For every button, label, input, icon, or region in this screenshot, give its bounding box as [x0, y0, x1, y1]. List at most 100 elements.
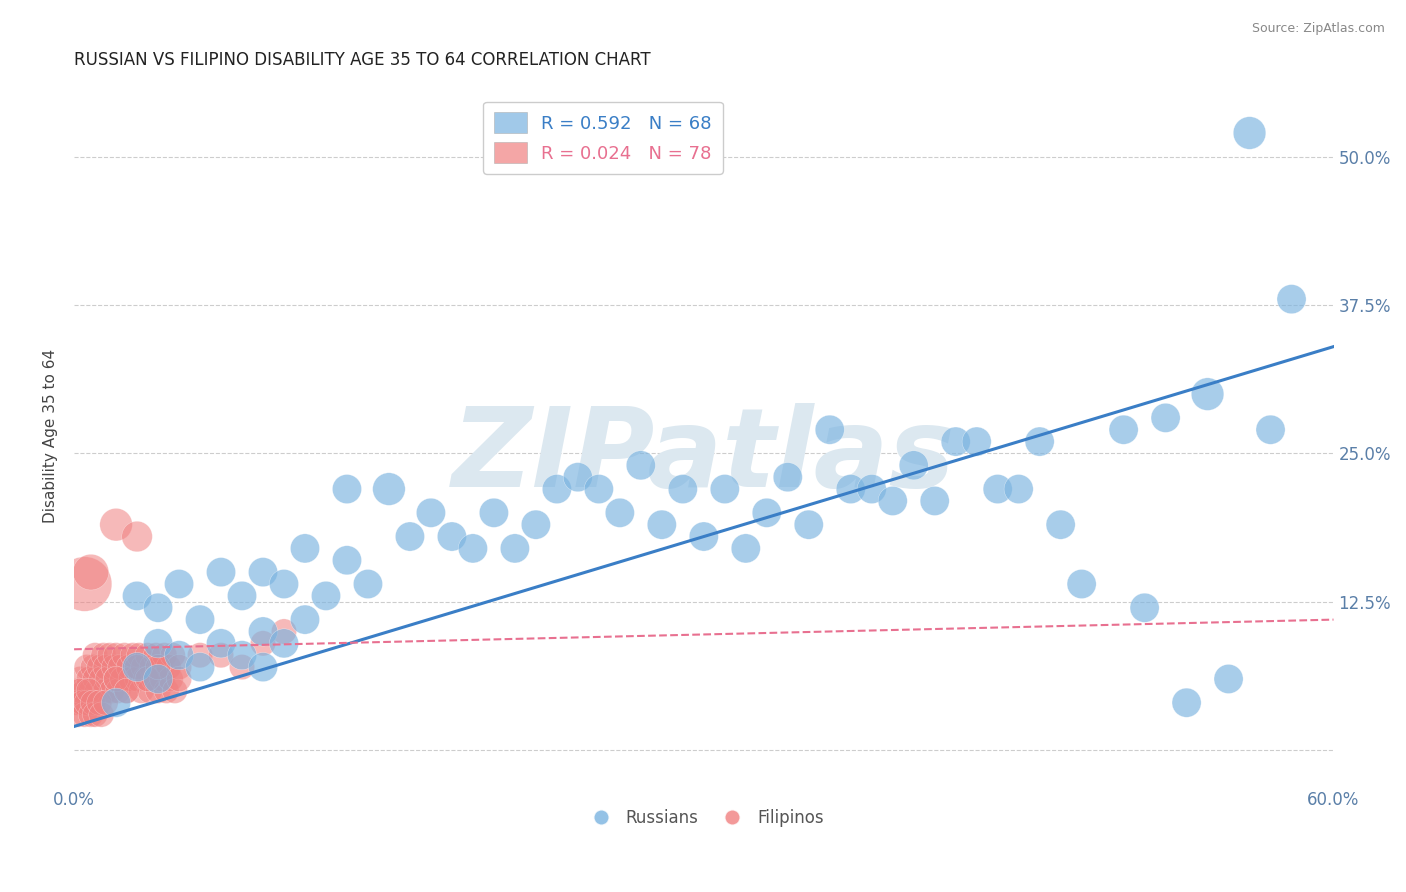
Point	[209, 636, 232, 650]
Point	[146, 636, 169, 650]
Point	[101, 683, 124, 698]
Point	[89, 696, 111, 710]
Point	[1028, 434, 1050, 449]
Point	[150, 672, 173, 686]
Point	[65, 696, 87, 710]
Point	[378, 482, 401, 496]
Point	[132, 660, 155, 674]
Point	[693, 529, 716, 543]
Point	[105, 517, 128, 532]
Point	[77, 672, 100, 686]
Point	[72, 696, 94, 710]
Point	[103, 660, 125, 674]
Point	[294, 541, 316, 556]
Y-axis label: Disability Age 35 to 64: Disability Age 35 to 64	[44, 349, 58, 523]
Point	[142, 672, 165, 686]
Point	[84, 707, 107, 722]
Point	[399, 529, 422, 543]
Point	[714, 482, 737, 496]
Point	[93, 648, 115, 663]
Point	[146, 672, 169, 686]
Point	[546, 482, 568, 496]
Point	[107, 683, 129, 698]
Point	[157, 660, 180, 674]
Point	[125, 529, 148, 543]
Point	[630, 458, 652, 473]
Point	[273, 636, 295, 650]
Point	[1154, 410, 1177, 425]
Point	[67, 683, 90, 698]
Point	[797, 517, 820, 532]
Point	[80, 683, 103, 698]
Point	[153, 648, 176, 663]
Point	[111, 672, 134, 686]
Point	[357, 577, 380, 591]
Point	[146, 600, 169, 615]
Point	[882, 494, 904, 508]
Point	[94, 660, 117, 674]
Point	[440, 529, 463, 543]
Point	[209, 565, 232, 579]
Point	[503, 541, 526, 556]
Point	[115, 683, 138, 698]
Point	[419, 506, 441, 520]
Point	[1218, 672, 1240, 686]
Point	[146, 660, 169, 674]
Point	[609, 506, 631, 520]
Point	[651, 517, 673, 532]
Point	[125, 672, 148, 686]
Point	[924, 494, 946, 508]
Point	[755, 506, 778, 520]
Point	[94, 696, 117, 710]
Point	[567, 470, 589, 484]
Point	[80, 565, 103, 579]
Point	[167, 672, 190, 686]
Point	[1197, 387, 1219, 401]
Point	[114, 648, 136, 663]
Point	[1239, 126, 1261, 140]
Point	[105, 648, 128, 663]
Point	[1260, 423, 1282, 437]
Point	[138, 683, 160, 698]
Point	[188, 648, 211, 663]
Point	[82, 660, 104, 674]
Point	[1133, 600, 1156, 615]
Point	[105, 672, 128, 686]
Point	[94, 683, 117, 698]
Legend: Russians, Filipinos: Russians, Filipinos	[578, 802, 830, 833]
Point	[98, 648, 121, 663]
Point	[1049, 517, 1071, 532]
Point	[987, 482, 1010, 496]
Point	[839, 482, 862, 496]
Point	[90, 707, 112, 722]
Point	[252, 565, 274, 579]
Point	[155, 683, 177, 698]
Text: Source: ZipAtlas.com: Source: ZipAtlas.com	[1251, 22, 1385, 36]
Point	[231, 648, 253, 663]
Point	[105, 672, 128, 686]
Point	[167, 660, 190, 674]
Point	[125, 589, 148, 603]
Point	[136, 672, 159, 686]
Point	[252, 660, 274, 674]
Point	[231, 660, 253, 674]
Point	[188, 613, 211, 627]
Point	[273, 624, 295, 639]
Point	[776, 470, 799, 484]
Point	[1112, 423, 1135, 437]
Point	[129, 683, 152, 698]
Point	[90, 672, 112, 686]
Point	[231, 589, 253, 603]
Point	[315, 589, 337, 603]
Point	[588, 482, 610, 496]
Point	[69, 683, 91, 698]
Point	[149, 660, 172, 674]
Point	[121, 648, 143, 663]
Text: RUSSIAN VS FILIPINO DISABILITY AGE 35 TO 64 CORRELATION CHART: RUSSIAN VS FILIPINO DISABILITY AGE 35 TO…	[75, 51, 651, 69]
Point	[125, 660, 148, 674]
Point	[734, 541, 756, 556]
Point	[84, 648, 107, 663]
Point	[97, 672, 120, 686]
Point	[86, 683, 108, 698]
Point	[966, 434, 988, 449]
